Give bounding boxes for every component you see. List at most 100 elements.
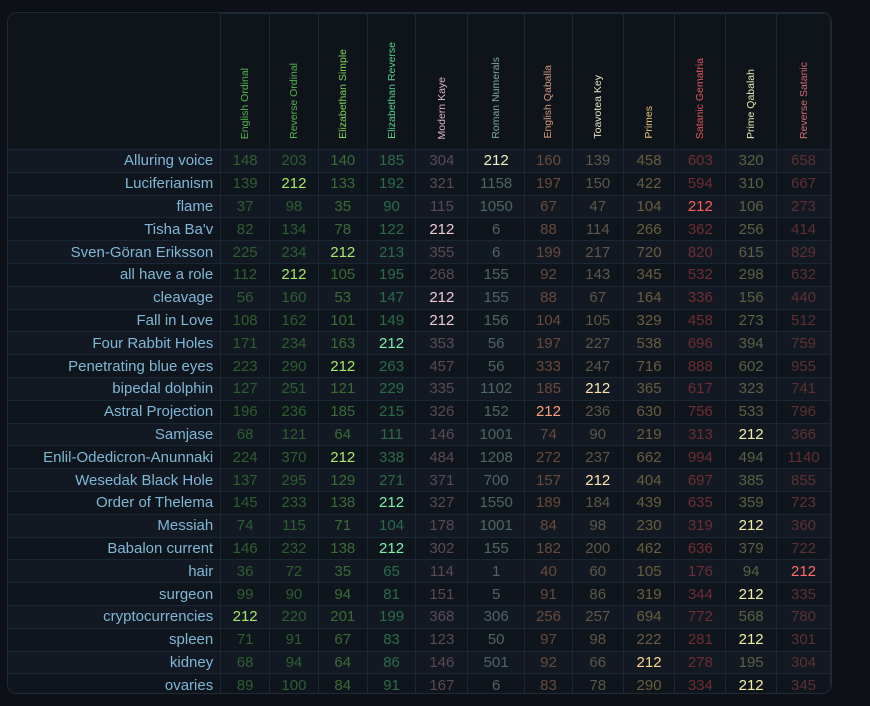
value-cell[interactable]: 667 — [776, 171, 831, 196]
value-cell[interactable]: 385 — [725, 468, 778, 492]
value-cell[interactable]: 91 — [524, 582, 573, 606]
value-cell[interactable]: 439 — [622, 490, 676, 515]
value-cell[interactable]: 108 — [220, 308, 271, 333]
value-cell[interactable]: 160 — [524, 149, 573, 173]
value-cell[interactable]: 404 — [622, 468, 676, 492]
value-cell[interactable]: 458 — [622, 149, 676, 173]
value-cell[interactable]: 594 — [674, 171, 727, 196]
value-cell[interactable]: 1550 — [467, 490, 526, 515]
value-cell[interactable]: 72 — [269, 559, 319, 584]
value-cell[interactable]: 68 — [220, 422, 271, 447]
value-cell[interactable]: 1102 — [467, 376, 526, 401]
value-cell[interactable]: 658 — [776, 149, 831, 173]
value-cell[interactable]: 37 — [220, 194, 271, 219]
value-cell[interactable]: 236 — [269, 399, 319, 424]
value-cell[interactable]: 171 — [220, 331, 271, 356]
value-cell[interactable]: 501 — [467, 650, 526, 675]
phrase-name-link[interactable]: ovaries — [8, 673, 222, 693]
value-cell[interactable]: 86 — [366, 650, 417, 675]
value-cell[interactable]: 723 — [776, 490, 831, 515]
value-cell[interactable]: 222 — [622, 627, 676, 652]
value-cell[interactable]: 146 — [220, 536, 271, 561]
value-cell[interactable]: 111 — [366, 422, 417, 447]
value-cell[interactable]: 722 — [776, 536, 831, 561]
value-cell[interactable]: 1158 — [467, 171, 526, 196]
value-cell[interactable]: 89 — [220, 673, 271, 693]
phrase-name-link[interactable]: Enlil-Odedicron-Anunnaki — [8, 445, 222, 470]
phrase-name-link[interactable]: all have a role — [8, 262, 222, 287]
value-cell[interactable]: 298 — [725, 262, 778, 287]
value-cell[interactable]: 1 — [467, 559, 526, 584]
value-cell[interactable]: 50 — [467, 627, 526, 652]
value-cell[interactable]: 98 — [571, 513, 624, 538]
value-cell[interactable]: 335 — [415, 376, 469, 401]
value-cell[interactable]: 700 — [467, 468, 526, 492]
value-cell[interactable]: 820 — [674, 240, 727, 264]
value-cell[interactable]: 223 — [220, 354, 271, 378]
value-cell[interactable]: 64 — [317, 650, 368, 675]
value-cell[interactable]: 266 — [622, 217, 676, 242]
value-cell[interactable]: 74 — [524, 422, 573, 447]
value-cell[interactable]: 741 — [776, 376, 831, 401]
value-cell[interactable]: 335 — [776, 582, 831, 606]
value-cell[interactable]: 162 — [269, 308, 319, 333]
value-cell[interactable]: 40 — [524, 559, 573, 584]
value-cell[interactable]: 336 — [674, 285, 727, 310]
value-cell[interactable]: 114 — [415, 559, 469, 584]
value-cell[interactable]: 82 — [220, 217, 271, 242]
value-cell[interactable]: 104 — [524, 308, 573, 333]
matched-value-cell[interactable]: 212 — [674, 194, 727, 219]
value-cell[interactable]: 219 — [622, 422, 676, 447]
value-cell[interactable]: 6 — [467, 240, 526, 264]
value-cell[interactable]: 251 — [269, 376, 319, 401]
phrase-name-link[interactable]: cryptocurrencies — [8, 604, 222, 629]
matched-value-cell[interactable]: 212 — [622, 650, 676, 675]
value-cell[interactable]: 888 — [674, 354, 727, 378]
value-cell[interactable]: 176 — [674, 559, 727, 584]
value-cell[interactable]: 67 — [524, 194, 573, 219]
value-cell[interactable]: 829 — [776, 240, 831, 264]
value-cell[interactable]: 199 — [524, 240, 573, 264]
value-cell[interactable]: 414 — [776, 217, 831, 242]
value-cell[interactable]: 220 — [269, 604, 319, 629]
value-cell[interactable]: 224 — [220, 445, 271, 470]
value-cell[interactable]: 362 — [674, 217, 727, 242]
value-cell[interactable]: 538 — [622, 331, 676, 356]
value-cell[interactable]: 225 — [220, 240, 271, 264]
value-cell[interactable]: 457 — [415, 354, 469, 378]
value-cell[interactable]: 81 — [366, 582, 417, 606]
value-cell[interactable]: 615 — [725, 240, 778, 264]
value-cell[interactable]: 319 — [622, 582, 676, 606]
phrase-name-link[interactable]: Penetrating blue eyes — [8, 354, 222, 378]
value-cell[interactable]: 90 — [571, 422, 624, 447]
matched-value-cell[interactable]: 212 — [776, 559, 831, 584]
value-cell[interactable]: 458 — [674, 308, 727, 333]
cipher-header-english-ordinal[interactable]: English Ordinal — [220, 13, 271, 150]
value-cell[interactable]: 462 — [622, 536, 676, 561]
value-cell[interactable]: 185 — [524, 376, 573, 401]
value-cell[interactable]: 94 — [725, 559, 778, 584]
value-cell[interactable]: 92 — [524, 262, 573, 287]
value-cell[interactable]: 247 — [571, 354, 624, 378]
value-cell[interactable]: 379 — [725, 536, 778, 561]
phrase-name-link[interactable]: bipedal dolphin — [8, 376, 222, 401]
value-cell[interactable]: 780 — [776, 604, 831, 629]
phrase-name-link[interactable]: Fall in Love — [8, 308, 222, 333]
value-cell[interactable]: 115 — [415, 194, 469, 219]
value-cell[interactable]: 53 — [317, 285, 368, 310]
value-cell[interactable]: 955 — [776, 354, 831, 378]
cipher-header-roman-numerals[interactable]: Roman Numerals — [467, 13, 526, 150]
value-cell[interactable]: 365 — [622, 376, 676, 401]
value-cell[interactable]: 98 — [571, 627, 624, 652]
value-cell[interactable]: 91 — [366, 673, 417, 693]
value-cell[interactable]: 195 — [725, 650, 778, 675]
value-cell[interactable]: 100 — [269, 673, 319, 693]
phrase-name-link[interactable]: surgeon — [8, 582, 222, 606]
phrase-name-link[interactable]: Tisha Ba'v — [8, 217, 222, 242]
value-cell[interactable]: 90 — [366, 194, 417, 219]
matched-value-cell[interactable]: 212 — [467, 149, 526, 173]
value-cell[interactable]: 230 — [622, 513, 676, 538]
value-cell[interactable]: 88 — [524, 217, 573, 242]
value-cell[interactable]: 716 — [622, 354, 676, 378]
phrase-name-link[interactable]: Wesedak Black Hole — [8, 468, 222, 492]
